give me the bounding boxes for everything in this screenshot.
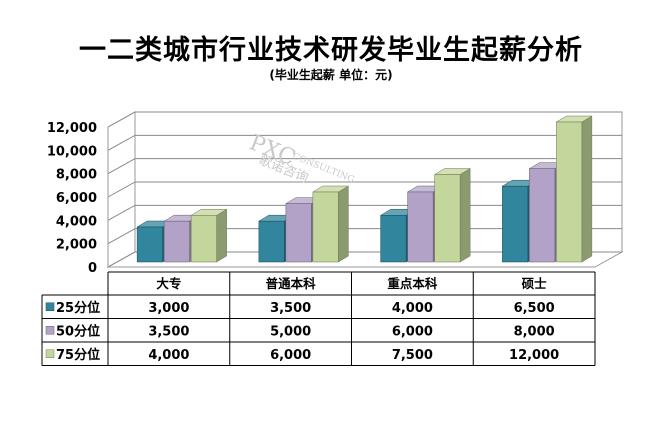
table-cell: 6,000 [270,348,311,363]
table-cell: 3,500 [270,301,311,316]
category-label: 硕士 [522,276,548,291]
legend-label: 50分位 [56,323,100,339]
gridline [107,158,622,175]
chart-subtitle: (毕业生起薪 单位：元) [269,68,393,82]
legend-label: 25分位 [56,300,100,316]
y-tick-label: 10,000 [47,144,97,159]
category-label: 重点本科 [387,276,438,291]
chart-title: 一二类城市行业技术研发毕业生起薪分析 [79,35,583,66]
table-cell: 6,000 [392,324,433,339]
bars [136,115,593,263]
grid-lines [106,111,624,268]
category-label: 大专 [156,276,181,291]
bar [311,185,350,263]
table-cell: 12,000 [509,348,559,363]
y-tick-label: 2,000 [56,238,97,253]
data-table: 大专 普通本科 重点本科 硕士 25分位 3,000 3,500 4,000 6,500 50分位… [41,271,596,366]
gridline [107,111,622,128]
table-cell: 3,000 [148,301,189,316]
y-tick-label: 8,000 [56,168,97,183]
y-tick-label: 6,000 [56,191,97,206]
gridline [107,134,622,151]
legend-key [45,326,55,335]
table-cell: 8,000 [514,324,555,339]
table-cell: 3,500 [148,324,189,339]
legend-key [45,302,55,311]
category-label: 普通本科 [266,276,317,291]
table-cell: 4,000 [392,301,433,316]
bar [555,115,593,263]
y-tick-label: 4,000 [56,214,97,229]
table-cell: 6,500 [514,301,555,316]
y-tick-label: 0 [88,261,97,276]
y-axis: 0 2,000 4,000 6,000 8,000 10,000 12,000 [47,121,97,276]
bar [433,168,472,263]
legend-key [45,349,55,358]
legend-label: 75分位 [56,347,100,363]
bar [190,208,228,263]
table-cell: 7,500 [392,348,433,363]
table-cell: 4,000 [148,348,189,363]
y-tick-label: 12,000 [47,121,97,136]
table-cell: 5,000 [270,324,311,339]
